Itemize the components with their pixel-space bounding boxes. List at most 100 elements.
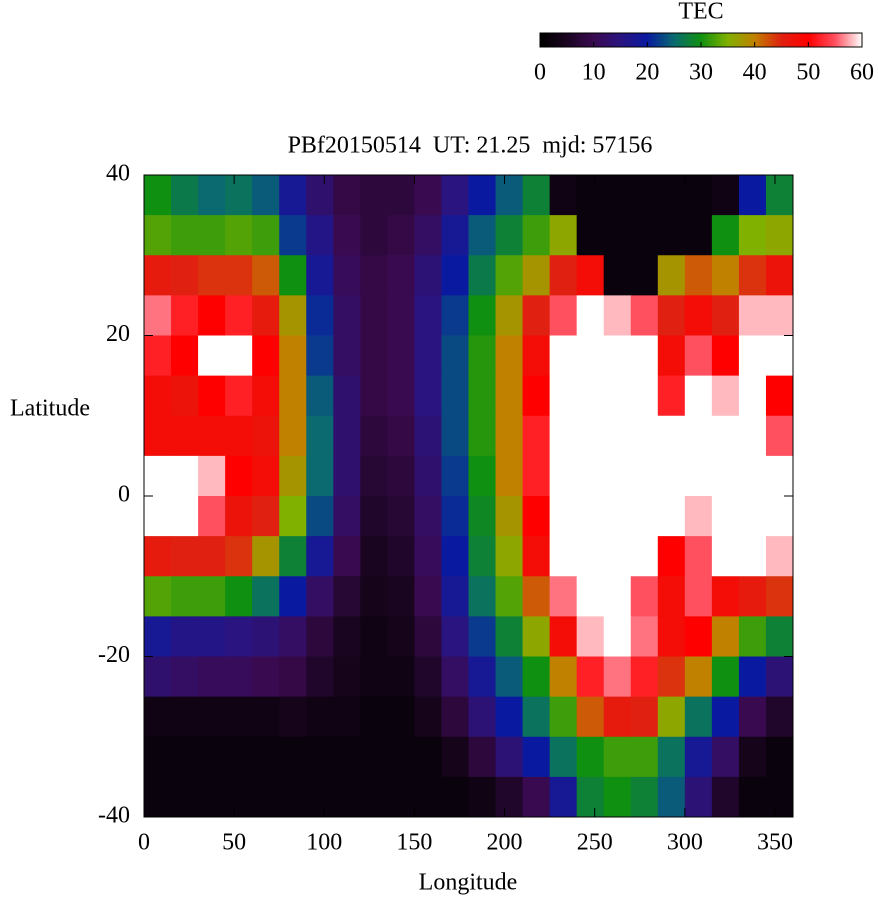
heatmap-cell <box>738 776 767 818</box>
heatmap-cell <box>711 616 740 657</box>
heatmap-cell <box>441 656 469 698</box>
heatmap-cell <box>306 215 334 256</box>
heatmap-cell <box>441 335 469 377</box>
heatmap-cell <box>576 215 605 256</box>
heatmap-cell <box>441 175 469 216</box>
heatmap-cell <box>144 776 172 818</box>
heatmap-cell <box>279 536 307 577</box>
heatmap-cell <box>603 335 632 377</box>
heatmap-cell <box>468 536 497 577</box>
heatmap-cell <box>441 776 469 818</box>
heatmap-cell <box>630 375 659 417</box>
heatmap-cell <box>603 656 632 698</box>
heatmap-cell <box>306 415 334 457</box>
heatmap-cell <box>684 455 713 497</box>
heatmap-cell <box>522 455 551 497</box>
heatmap-cell <box>684 215 713 256</box>
heatmap-cell <box>738 375 767 417</box>
x-tick-label: 250 <box>577 830 613 856</box>
heatmap-cell <box>765 215 794 256</box>
heatmap-cell <box>549 696 578 738</box>
heatmap-cell <box>171 215 199 256</box>
heatmap-cell <box>684 696 713 738</box>
heatmap-cell <box>738 536 767 577</box>
heatmap-cell <box>495 696 524 738</box>
heatmap-cell <box>603 255 632 296</box>
heatmap-cell <box>306 576 334 617</box>
heatmap-cell <box>198 255 226 296</box>
heatmap-cell <box>279 576 307 617</box>
heatmap-cell <box>549 656 578 698</box>
heatmap-cell <box>603 576 632 617</box>
heatmap-cell <box>225 616 253 657</box>
heatmap-cell <box>495 576 524 617</box>
heatmap-cell <box>630 496 659 537</box>
heatmap-cell <box>279 736 307 778</box>
heatmap-cell <box>711 696 740 738</box>
colorbar-tick-label: 0 <box>534 60 546 86</box>
heatmap-cell <box>738 616 767 657</box>
heatmap-cell <box>630 455 659 497</box>
heatmap-cell <box>333 736 361 778</box>
heatmap-cell <box>252 576 280 617</box>
heatmap-cell <box>603 776 632 818</box>
heatmap-cell <box>333 776 361 818</box>
heatmap-cell <box>252 295 280 336</box>
y-axis-label: Latitude <box>10 396 90 422</box>
heatmap-cell <box>576 776 605 818</box>
heatmap-cell <box>225 536 253 577</box>
heatmap-cell <box>495 776 524 818</box>
colorbar-tick-label: 20 <box>635 60 659 86</box>
heatmap-cell <box>603 175 632 216</box>
heatmap-cell <box>360 255 388 296</box>
heatmap-cell <box>333 215 361 256</box>
heatmap-cell <box>306 496 334 537</box>
heatmap-cell <box>549 496 578 537</box>
heatmap-cell <box>468 215 497 256</box>
heatmap-cell <box>495 175 524 216</box>
x-tick-label: 50 <box>222 830 246 856</box>
heatmap-cell <box>333 415 361 457</box>
heatmap-cell <box>711 496 740 537</box>
heatmap-cell <box>603 215 632 256</box>
heatmap-cell <box>225 656 253 698</box>
heatmap-cell <box>333 335 361 377</box>
heatmap-cell <box>387 736 415 778</box>
heatmap-cell <box>765 175 794 216</box>
heatmap-cell <box>414 736 442 778</box>
heatmap-cell <box>414 415 442 457</box>
heatmap-cell <box>522 496 551 537</box>
heatmap-cell <box>198 656 226 698</box>
heatmap-cell <box>441 496 469 537</box>
heatmap-cell <box>522 375 551 417</box>
heatmap-cell <box>738 496 767 537</box>
heatmap-cell <box>360 335 388 377</box>
heatmap-cell <box>333 455 361 497</box>
heatmap-cell <box>360 536 388 577</box>
heatmap-cell <box>171 255 199 296</box>
heatmap-cell <box>468 736 497 778</box>
heatmap-cell <box>198 215 226 256</box>
heatmap-cell <box>549 375 578 417</box>
heatmap-cell <box>495 736 524 778</box>
heatmap-cell <box>522 295 551 336</box>
heatmap-cell <box>522 776 551 818</box>
heatmap-cell <box>630 576 659 617</box>
heatmap-cell <box>225 375 253 417</box>
heatmap-cell <box>360 776 388 818</box>
heatmap-cell <box>576 455 605 497</box>
heatmap-cell <box>414 255 442 296</box>
heatmap-cell <box>360 375 388 417</box>
heatmap-cell <box>657 656 686 698</box>
heatmap-cell <box>495 335 524 377</box>
heatmap-cell <box>333 656 361 698</box>
heatmap-cell <box>576 295 605 336</box>
heatmap-cell <box>360 496 388 537</box>
heatmap-cell <box>198 776 226 818</box>
heatmap-cell <box>306 175 334 216</box>
heatmap-cell <box>657 496 686 537</box>
heatmap-cell <box>603 455 632 497</box>
heatmap-cell <box>279 455 307 497</box>
heatmap-cell <box>711 576 740 617</box>
